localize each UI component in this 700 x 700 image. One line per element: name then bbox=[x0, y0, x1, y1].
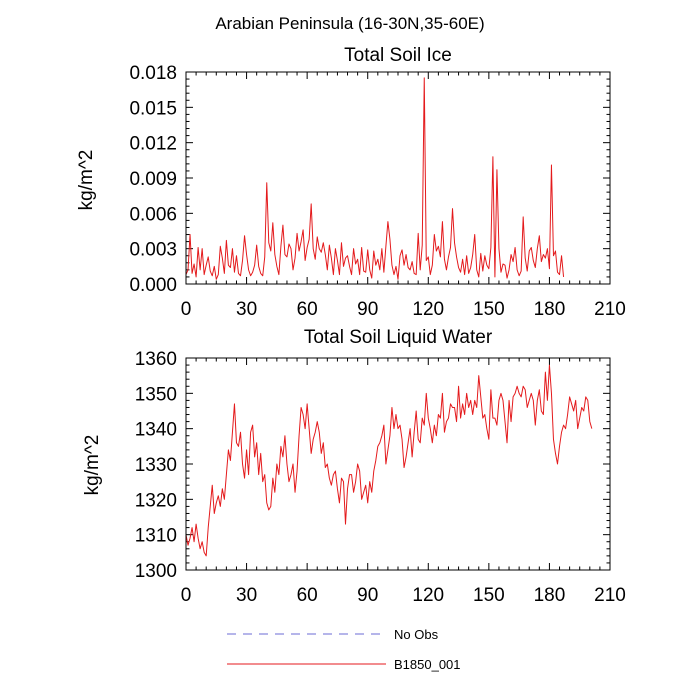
x-tick-label: 210 bbox=[594, 585, 626, 606]
chart-soil-ice: Total Soil Ice kg/m^2 0 30 60 90 120 150 180 21… bbox=[76, 45, 626, 320]
figure-title: Arabian Peninsula (16-30N,35-60E) bbox=[215, 14, 484, 33]
plot-frame bbox=[185, 357, 611, 571]
y-tick-label: 0.012 bbox=[129, 134, 177, 155]
y-axis-label: kg/m^2 bbox=[82, 435, 103, 496]
tick-labels: 0 30 60 90 120 150 180 210 1300 1310 1320 1330 1340 1… bbox=[135, 349, 626, 606]
x-tick-label: 210 bbox=[594, 299, 626, 320]
y-tick-label: 1310 bbox=[135, 526, 177, 547]
y-axis-label: kg/m^2 bbox=[76, 150, 97, 211]
x-tick-label: 90 bbox=[357, 585, 378, 606]
x-tick-label: 30 bbox=[236, 585, 257, 606]
x-tick-label: 180 bbox=[534, 585, 566, 606]
y-tick-label: 0.015 bbox=[129, 98, 177, 119]
legend-item-b1850_001: B1850_001 bbox=[227, 657, 461, 672]
chart-soil-liquid-water: Total Soil Liquid Water kg/m^2 0 30 60 90 12… bbox=[82, 327, 626, 606]
plot-frame bbox=[185, 71, 611, 285]
y-tick-label: 0.018 bbox=[129, 63, 177, 84]
chart-title: Total Soil Ice bbox=[344, 45, 452, 66]
x-tick-label: 150 bbox=[473, 299, 505, 320]
x-tick-label: 0 bbox=[181, 585, 192, 606]
legend-label: No Obs bbox=[394, 627, 439, 642]
y-tick-label: 1340 bbox=[135, 420, 177, 441]
y-tick-label: 1320 bbox=[135, 490, 177, 511]
y-tick-label: 1300 bbox=[135, 561, 177, 582]
y-tick-label: 1350 bbox=[135, 384, 177, 405]
y-tick-label: 1330 bbox=[135, 455, 177, 476]
x-tick-label: 60 bbox=[297, 299, 318, 320]
x-tick-label: 120 bbox=[412, 585, 444, 606]
x-tick-label: 0 bbox=[181, 299, 192, 320]
y-tick-label: 1360 bbox=[135, 349, 177, 370]
y-tick-label: 0.006 bbox=[129, 204, 177, 225]
tick-labels: 0 30 60 90 120 150 180 210 0.000 0.003 0.006 0.009 0… bbox=[129, 63, 625, 320]
y-tick-label: 0.003 bbox=[129, 240, 177, 261]
y-tick-label: 0.009 bbox=[129, 169, 177, 190]
chart-title: Total Soil Liquid Water bbox=[304, 327, 493, 348]
x-tick-label: 90 bbox=[357, 299, 378, 320]
x-tick-label: 180 bbox=[534, 299, 566, 320]
x-tick-label: 60 bbox=[297, 585, 318, 606]
x-tick-label: 150 bbox=[473, 585, 505, 606]
legend-item-no-obs: No Obs bbox=[227, 627, 439, 642]
y-tick-label: 0.000 bbox=[129, 275, 177, 296]
x-tick-label: 120 bbox=[412, 299, 444, 320]
series-line-b1850_001 bbox=[185, 77, 565, 280]
legend: No Obs B1850_001 bbox=[227, 627, 461, 672]
axis-ticks bbox=[185, 71, 611, 285]
x-tick-label: 30 bbox=[236, 299, 257, 320]
series-line-b1850_001 bbox=[185, 364, 593, 557]
legend-label: B1850_001 bbox=[394, 657, 461, 672]
